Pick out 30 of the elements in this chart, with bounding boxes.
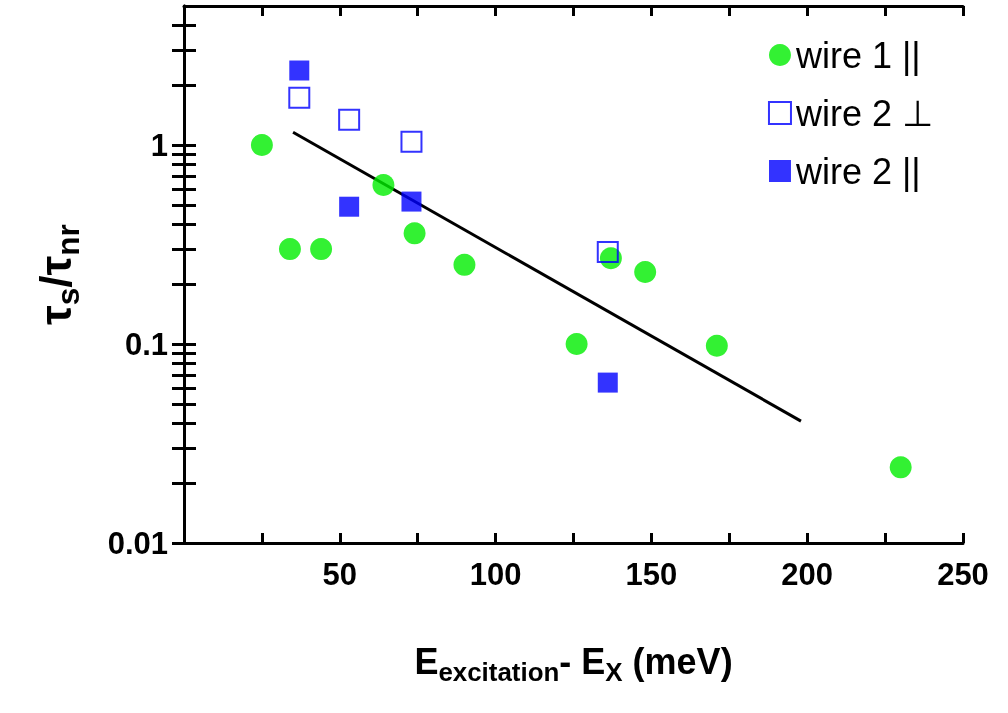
y-tick-label: 0.1 [124,326,168,362]
point [339,196,360,217]
point [565,333,588,356]
y-axis-title: τs/τnr [31,224,86,325]
point [401,191,422,212]
x-tick-label: 250 [937,557,989,592]
x-tick-label: 200 [781,557,834,592]
point [372,174,395,196]
point [278,238,301,261]
legend-label: wire 1 || [794,34,921,76]
point [403,222,426,245]
point [634,261,657,284]
y-tick-label: 1 [150,127,168,163]
point [310,238,333,261]
y-tick-label: 0.01 [107,525,168,561]
point [453,253,476,276]
point [705,334,728,357]
point [596,241,619,264]
x-tick-label: 150 [625,557,678,592]
point [889,456,912,479]
legend-label: wire 2 ⊥ [794,92,933,134]
x-tick-label: 100 [469,557,522,592]
point [288,86,311,109]
point [338,108,361,131]
point [400,130,423,153]
x-tick-label: 50 [322,557,358,592]
legend-label: wire 2 || [794,150,921,192]
point [289,60,310,81]
point [250,134,273,157]
point [597,372,618,393]
